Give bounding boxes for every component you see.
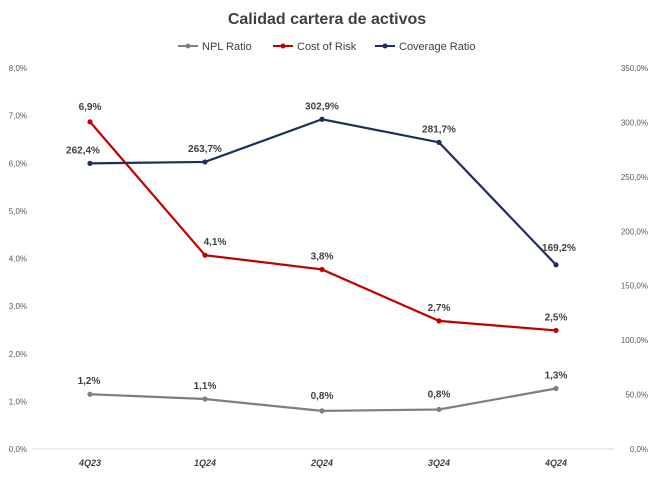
x-axis-tick-label: 4Q24 [544, 458, 567, 468]
right-axis-tick-label: 250,0% [621, 173, 648, 182]
data-point [436, 406, 442, 413]
left-axis-tick-label: 3,0% [9, 302, 27, 311]
data-point [436, 318, 442, 324]
data-label: 2,7% [428, 303, 451, 314]
left-axis-tick-label: 8,0% [9, 64, 27, 73]
data-label: 0,8% [311, 391, 334, 402]
x-axis: 4Q23 1Q24 2Q24 3Q24 4Q24 [32, 448, 614, 468]
legend: NPL Ratio Cost of Risk Coverage Ratio [178, 41, 475, 53]
legend-item: Coverage Ratio [375, 41, 475, 53]
data-point [436, 139, 442, 145]
data-label: 281,7% [422, 124, 456, 135]
legend-item: Cost of Risk [273, 41, 357, 53]
data-label: 3,8% [311, 251, 334, 262]
series-line [89, 121, 557, 332]
data-point [319, 116, 325, 122]
data-point [87, 391, 93, 397]
right-axis-tick-label: 150,0% [621, 282, 648, 291]
legend-marker [280, 43, 286, 49]
series-cost-of-risk: 6,9% 4,1% 3,8% 2,7% 2,5% [79, 102, 568, 334]
left-axis: 0,0% 1,0% 2,0% 3,0% 4,0% 5,0% 6,0% 7,0% 8,0% [9, 64, 27, 454]
data-label: 1,2% [78, 376, 101, 387]
data-point [87, 119, 93, 125]
data-label: 4,1% [204, 237, 227, 248]
right-axis-tick-label: 0,0% [630, 445, 648, 454]
left-axis-tick-label: 7,0% [9, 112, 27, 121]
x-axis-tick-label: 1Q24 [194, 458, 216, 468]
series-layer: 1,2% 1,1% 0,8% 0,8% 1,3% 6,9% 4,1% 3,8% 2,7% 2,5%… [66, 101, 576, 414]
data-point [553, 262, 559, 268]
data-point [202, 396, 208, 402]
data-point [553, 385, 559, 392]
left-axis-tick-label: 0,0% [9, 445, 27, 454]
legend-marker [185, 43, 191, 49]
right-axis-tick-label: 100,0% [621, 336, 648, 345]
series-npl-ratio: 1,2% 1,1% 0,8% 0,8% 1,3% [78, 371, 568, 414]
series-coverage-ratio: 262,4% 263,7% 302,9% 281,7% 169,2% [66, 101, 576, 268]
data-label: 263,7% [188, 144, 222, 155]
data-point [319, 408, 325, 414]
x-axis-tick-label: 2Q24 [310, 458, 333, 468]
data-point [87, 160, 93, 166]
x-axis-tick-label: 4Q23 [78, 458, 101, 468]
x-axis-tick-label: 3Q24 [428, 458, 450, 468]
data-label: 262,4% [66, 145, 100, 156]
left-axis-tick-label: 1,0% [9, 397, 27, 406]
right-axis: 0,0% 50,0% 100,0% 150,0% 200,0% 250,0% 300,0% 3… [621, 64, 648, 454]
data-label: 6,9% [79, 102, 102, 113]
series-line [89, 118, 557, 266]
data-point [202, 252, 208, 258]
data-label: 0,8% [428, 389, 451, 400]
data-label: 1,1% [194, 381, 217, 392]
right-axis-tick-label: 350,0% [621, 64, 648, 73]
right-axis-tick-label: 300,0% [621, 118, 648, 127]
legend-label: NPL Ratio [202, 41, 252, 53]
left-axis-tick-label: 4,0% [9, 255, 27, 264]
data-point [319, 266, 325, 273]
legend-marker [382, 43, 388, 49]
legend-item: NPL Ratio [178, 41, 252, 53]
right-axis-tick-label: 50,0% [625, 391, 648, 400]
left-axis-tick-label: 2,0% [9, 350, 27, 359]
data-label: 302,9% [305, 101, 339, 112]
chart-title: Calidad cartera de activos [228, 11, 426, 28]
legend-label: Coverage Ratio [399, 41, 475, 53]
data-label: 169,2% [542, 243, 576, 254]
data-point [202, 159, 208, 165]
left-axis-tick-label: 6,0% [9, 159, 27, 168]
data-label: 2,5% [545, 312, 568, 323]
data-label: 1,3% [545, 371, 568, 382]
data-point [553, 327, 559, 334]
right-axis-tick-label: 200,0% [621, 227, 648, 236]
left-axis-tick-label: 5,0% [9, 207, 27, 216]
legend-label: Cost of Risk [297, 41, 357, 53]
